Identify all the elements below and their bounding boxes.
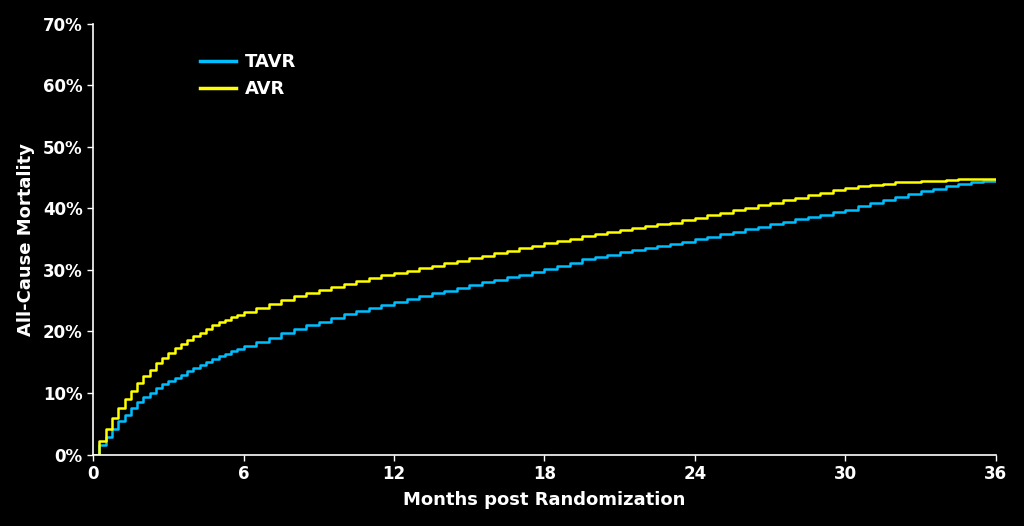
AVR bbox=[300, 290, 312, 297]
AVR bbox=[87, 451, 99, 458]
AVR bbox=[262, 300, 274, 307]
AVR bbox=[463, 255, 475, 261]
AVR bbox=[952, 176, 965, 183]
Legend: TAVR, AVR: TAVR, AVR bbox=[193, 46, 303, 105]
AVR bbox=[175, 341, 187, 347]
Line: AVR: AVR bbox=[93, 179, 995, 454]
Line: TAVR: TAVR bbox=[93, 180, 995, 454]
TAVR bbox=[250, 339, 262, 345]
TAVR bbox=[989, 177, 1001, 183]
AVR bbox=[989, 176, 1001, 183]
Y-axis label: All-Cause Mortality: All-Cause Mortality bbox=[16, 143, 35, 336]
AVR bbox=[927, 177, 939, 184]
TAVR bbox=[927, 186, 939, 192]
TAVR bbox=[175, 371, 187, 378]
AVR bbox=[250, 305, 262, 311]
TAVR bbox=[262, 335, 274, 341]
X-axis label: Months post Randomization: Months post Randomization bbox=[403, 491, 686, 509]
TAVR bbox=[87, 451, 99, 458]
TAVR bbox=[463, 282, 475, 288]
TAVR bbox=[300, 322, 312, 328]
